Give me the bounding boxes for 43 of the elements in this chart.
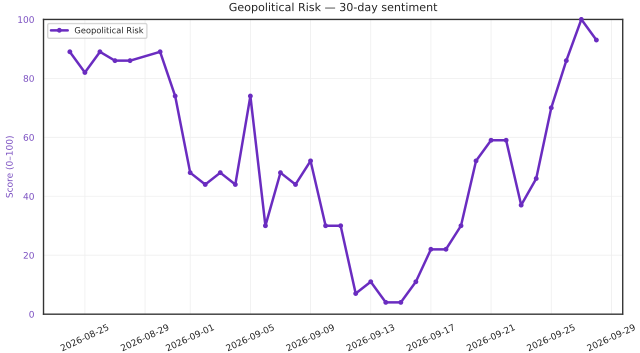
point xyxy=(368,279,374,284)
point xyxy=(293,182,298,187)
point xyxy=(428,246,434,252)
point xyxy=(444,246,448,252)
point xyxy=(82,70,88,75)
point xyxy=(413,279,418,284)
point xyxy=(172,94,178,98)
point xyxy=(534,176,539,182)
point xyxy=(67,49,72,54)
y-tick-label: 60 xyxy=(24,134,34,141)
legend-label: Geopolitical Risk xyxy=(74,26,144,35)
point xyxy=(548,105,554,110)
y-tick-label: 80 xyxy=(24,75,34,82)
point xyxy=(248,94,253,98)
point xyxy=(218,170,223,176)
y-tick-label: 40 xyxy=(23,193,34,200)
point xyxy=(353,291,358,296)
point xyxy=(158,49,163,54)
point xyxy=(338,223,344,228)
point xyxy=(383,300,388,305)
point xyxy=(323,223,328,228)
y-tick-label: 0 xyxy=(29,310,34,318)
point xyxy=(458,223,464,228)
point xyxy=(518,202,524,208)
point xyxy=(278,170,283,176)
point xyxy=(112,58,118,64)
point xyxy=(232,182,238,187)
point xyxy=(594,38,599,42)
point xyxy=(564,58,569,64)
point xyxy=(188,170,193,176)
y-tick-label: 100 xyxy=(18,16,34,23)
point xyxy=(398,300,404,305)
point xyxy=(202,182,208,187)
point xyxy=(98,49,102,54)
point xyxy=(474,158,478,164)
point xyxy=(262,223,268,228)
y-axis-title: Score (0–100) xyxy=(6,136,14,198)
point xyxy=(308,158,313,164)
point xyxy=(504,138,509,143)
chart-title: Geopolitical Risk — 30-day sentiment xyxy=(229,2,438,14)
point xyxy=(488,138,494,143)
point xyxy=(128,58,132,64)
y-tick-label: 20 xyxy=(24,252,34,259)
